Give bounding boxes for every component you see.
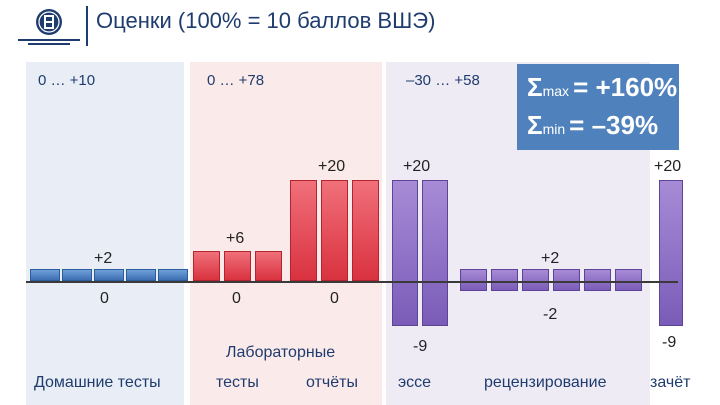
homework-range: 0 … +10 xyxy=(38,72,96,89)
sigma-max: Σmax = +160% xyxy=(527,72,677,106)
bar-1-4 xyxy=(126,269,156,281)
bar-4-2 xyxy=(422,180,448,327)
essay-max-label: +20 xyxy=(403,158,431,175)
sigma-min-symbol: Σ xyxy=(527,110,543,140)
sigma-max-sub: max xyxy=(542,83,570,99)
bar-3-1 xyxy=(290,180,317,281)
bar-5-6 xyxy=(615,269,642,292)
homework-max-label: +2 xyxy=(94,250,113,267)
sigma-min: Σmin = –39% xyxy=(527,110,658,144)
essay-min-label: -9 xyxy=(413,338,428,355)
review-max-label: +2 xyxy=(541,250,560,267)
sigma-summary: Σmax = +160% Σmin = –39% xyxy=(517,64,679,150)
review-min-label: -2 xyxy=(543,306,558,323)
bar-6-1 xyxy=(659,180,683,327)
bar-5-3 xyxy=(522,269,549,292)
bar-5-4 xyxy=(553,269,580,292)
labs-tests-min-label: 0 xyxy=(232,290,241,307)
exam-max-label: +20 xyxy=(654,158,682,175)
bar-1-1 xyxy=(30,269,60,281)
bar-1-5 xyxy=(158,269,188,281)
sigma-max-value: = +160% xyxy=(573,72,678,102)
bar-3-2 xyxy=(321,180,348,281)
homework-panel xyxy=(26,62,184,405)
labs-tests-max-label: +6 xyxy=(226,230,245,247)
homework-caption: Домашние тесты xyxy=(34,374,161,391)
homework-min-label: 0 xyxy=(100,290,109,307)
bar-2-3 xyxy=(255,250,282,281)
labs-reports-min-label: 0 xyxy=(330,290,339,307)
bar-1-2 xyxy=(62,269,92,281)
zero-baseline xyxy=(26,281,678,283)
sigma-max-symbol: Σ xyxy=(527,72,543,102)
essay-caption: эссе xyxy=(398,374,432,391)
sigma-min-value: = –39% xyxy=(569,110,659,140)
labs-panel xyxy=(190,62,382,405)
header-divider xyxy=(86,6,88,46)
bar-1-3 xyxy=(94,269,124,281)
bar-5-1 xyxy=(460,269,487,292)
labs-range: 0 … +78 xyxy=(207,72,265,89)
exam-caption: зачёт xyxy=(650,374,691,391)
review-caption: рецензирование xyxy=(484,374,607,391)
page-title: Оценки (100% = 10 баллов ВШЭ) xyxy=(96,8,436,33)
labs-group-caption: Лабораторные xyxy=(226,344,336,361)
bar-4-1 xyxy=(392,180,418,327)
bar-2-2 xyxy=(224,250,251,281)
labs-tests-caption: тесты xyxy=(216,374,259,391)
bar-5-5 xyxy=(584,269,611,292)
sigma-min-sub: min xyxy=(542,121,566,137)
labs-reports-max-label: +20 xyxy=(318,158,346,175)
bar-3-3 xyxy=(352,180,379,281)
labs-reports-caption: отчёты xyxy=(306,374,358,391)
essay-range: –30 … +58 xyxy=(406,72,480,89)
bar-2-1 xyxy=(193,250,220,281)
hse-logo xyxy=(14,6,84,48)
bar-5-2 xyxy=(491,269,518,292)
exam-min-label: -9 xyxy=(662,334,677,351)
